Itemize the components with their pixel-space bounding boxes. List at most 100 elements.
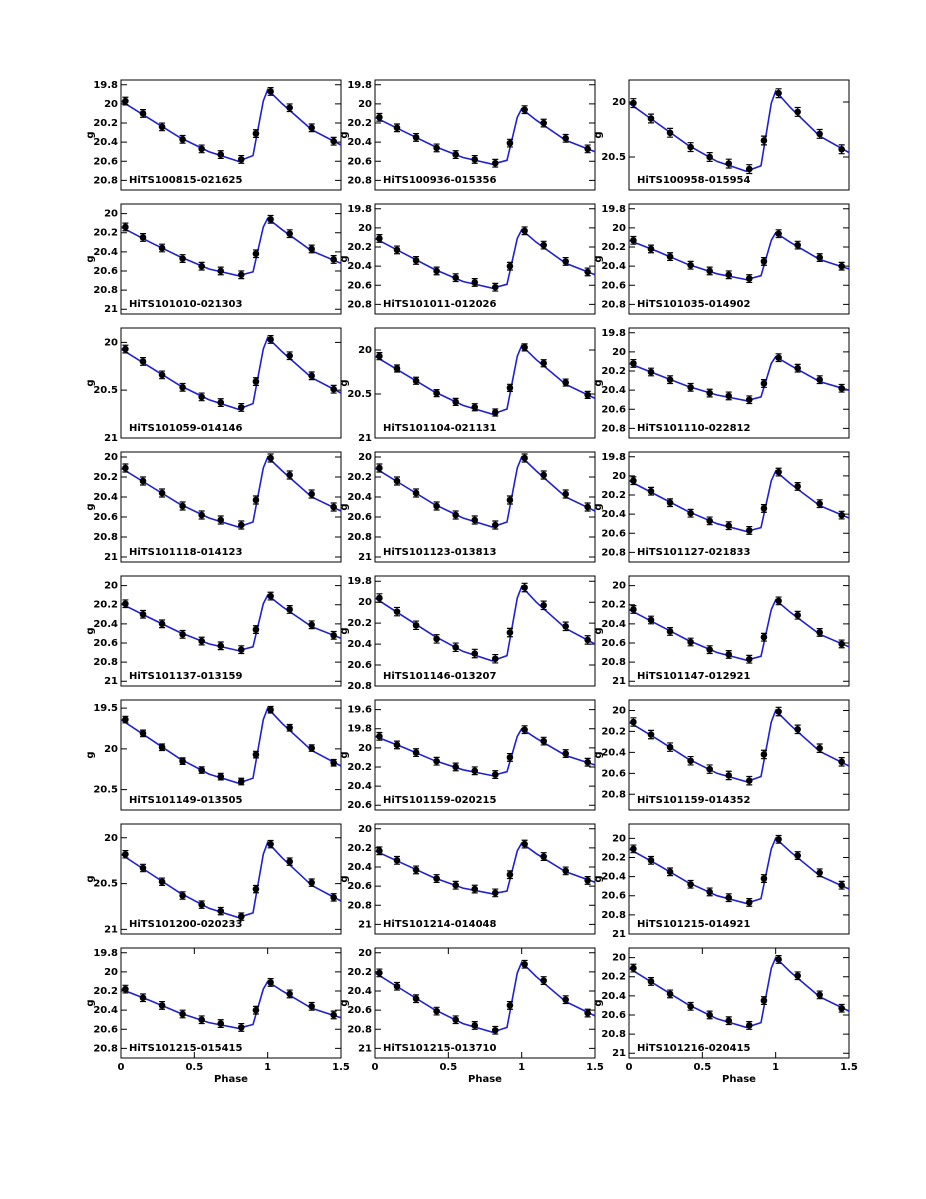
data-point (666, 253, 674, 260)
y-axis-label: g (339, 627, 350, 634)
data-point (666, 743, 674, 751)
data-point (267, 706, 274, 714)
data-point (687, 261, 694, 269)
data-point (666, 376, 674, 383)
fit-curve (120, 706, 342, 784)
data-point (139, 110, 147, 117)
y-tick-label: 20.8 (347, 681, 372, 692)
y-tick-label: 20.4 (347, 639, 372, 650)
star-id: HiTS101149-013505 (129, 795, 243, 806)
data-point (376, 594, 383, 602)
data-point (252, 1006, 260, 1014)
plot-frame (120, 451, 342, 563)
plot-frame (374, 203, 596, 315)
y-axis-label: g (85, 999, 96, 1006)
data-point (179, 255, 186, 262)
x-tick-label: 1.5 (332, 1062, 350, 1073)
data-point (412, 257, 420, 264)
data-point (838, 758, 845, 766)
data-point (412, 866, 420, 874)
data-point (139, 234, 147, 241)
star-id: HiTS101127-021833 (637, 547, 751, 558)
plot-frame (374, 947, 596, 1059)
y-tick-label: 20.4 (601, 509, 626, 520)
data-point (122, 850, 129, 858)
data-point (330, 1011, 337, 1019)
data-point (286, 230, 293, 237)
data-point (412, 621, 420, 629)
star-id: HiTS101215-013710 (383, 1043, 497, 1054)
data-point (433, 757, 440, 765)
plot-frame (374, 451, 596, 563)
y-tick-label: 20.4 (93, 247, 118, 258)
y-tick-label: 21 (104, 924, 118, 935)
plot-frame (374, 575, 596, 687)
data-point (237, 271, 245, 279)
data-point (217, 907, 225, 915)
y-tick-label: 21 (612, 929, 626, 940)
data-point (286, 990, 293, 998)
data-point (506, 139, 514, 147)
data-point (794, 483, 801, 490)
data-point (237, 521, 245, 529)
y-axis-label: g (85, 627, 96, 634)
x-axis-label: Phase (722, 1074, 756, 1085)
x-tick-label: 0 (372, 1062, 379, 1073)
data-point (816, 130, 823, 138)
data-point (760, 505, 768, 512)
data-point (286, 858, 293, 865)
x-tick-label: 0 (118, 1062, 125, 1073)
y-tick-label: 20 (104, 337, 118, 348)
data-point (217, 642, 225, 650)
data-point (471, 516, 479, 524)
plot-frame (628, 327, 850, 439)
y-tick-label: 20 (612, 833, 626, 844)
data-point (506, 262, 514, 270)
y-tick-label: 20.2 (601, 852, 626, 863)
data-point (725, 271, 733, 279)
y-tick-label: 20.6 (93, 1024, 118, 1035)
y-tick-label: 20.8 (347, 1024, 372, 1035)
y-tick-label: 20 (612, 953, 626, 964)
data-point (775, 836, 782, 843)
data-point (491, 283, 499, 291)
data-point (452, 643, 459, 651)
data-point (452, 881, 459, 889)
data-point (562, 135, 569, 142)
fit-curve (120, 88, 342, 163)
data-point (540, 853, 547, 860)
data-point (745, 899, 753, 906)
data-point (158, 878, 166, 886)
data-point (760, 751, 768, 758)
y-tick-label: 20.6 (347, 280, 372, 291)
y-tick-label: 20.8 (93, 285, 118, 296)
data-point (308, 1003, 315, 1010)
fit-curve (120, 217, 342, 277)
y-tick-label: 20.8 (601, 299, 626, 310)
plot-frame (120, 575, 342, 687)
data-point (775, 956, 782, 963)
data-point (630, 477, 637, 484)
data-point (647, 487, 655, 495)
data-point (745, 275, 753, 282)
data-point (775, 230, 782, 237)
data-point (794, 972, 801, 980)
y-tick-label: 20.4 (347, 137, 372, 148)
y-axis-label: g (593, 131, 604, 138)
data-point (562, 750, 569, 757)
y-tick-label: 20 (612, 471, 626, 482)
y-tick-label: 20.8 (601, 547, 626, 558)
data-point (412, 377, 420, 385)
data-point (506, 1002, 514, 1009)
plot-frame (374, 327, 596, 439)
y-tick-label: 20.2 (93, 600, 118, 611)
star-id: HiTS101215-015415 (129, 1043, 243, 1054)
fit-curve (628, 355, 850, 402)
data-point (376, 969, 383, 977)
y-tick-label: 20.8 (93, 532, 118, 543)
data-point (775, 597, 782, 605)
y-tick-label: 20.2 (601, 972, 626, 983)
y-axis-label: g (339, 751, 350, 758)
data-point (217, 399, 225, 406)
fit-curve (374, 841, 596, 895)
